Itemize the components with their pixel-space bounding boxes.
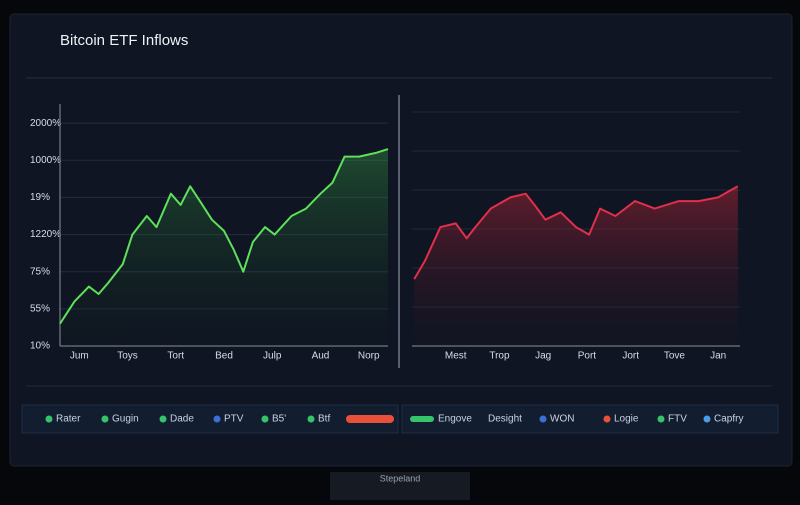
- legend-panel: [21, 404, 399, 434]
- x-tick-label: Port: [578, 351, 597, 362]
- line-area: [414, 186, 738, 346]
- legend-swatch: [261, 415, 269, 423]
- legend-label: WON: [550, 414, 574, 425]
- legend-swatch: [101, 415, 109, 423]
- legend-label: Logie: [614, 414, 639, 425]
- x-tick-label: Jag: [535, 351, 551, 362]
- legend-label: Rater: [56, 414, 81, 425]
- legend-swatch: [45, 415, 53, 423]
- legend-label: PTV: [224, 414, 244, 425]
- y-tick-label: 2000%: [30, 118, 61, 129]
- x-tick-label: Tove: [664, 351, 686, 362]
- x-tick-label: Aud: [312, 351, 330, 362]
- legend-swatch: [159, 415, 167, 423]
- brand: Stepeland: [380, 473, 421, 483]
- legend-swatch: [307, 415, 315, 423]
- legend-swatch: [603, 415, 611, 423]
- legend-panel: [401, 404, 779, 434]
- x-tick-label: Tort: [167, 351, 184, 362]
- monitor-stand: [330, 472, 470, 500]
- legend-swatch: [703, 415, 711, 423]
- display: [9, 13, 793, 467]
- x-tick-label: Jort: [622, 351, 639, 362]
- x-tick-label: Jum: [70, 351, 89, 362]
- legend-label: Capfry: [714, 414, 743, 425]
- legend-swatch: [346, 415, 394, 423]
- legend-label: Gugin: [112, 414, 139, 425]
- legend-label: FTV: [668, 414, 687, 425]
- legend-swatch: [410, 416, 434, 422]
- x-tick-label: Bed: [215, 351, 233, 362]
- legend-swatch: [657, 415, 665, 423]
- x-tick-label: Trop: [489, 351, 510, 362]
- x-tick-label: Jan: [710, 351, 726, 362]
- legend-label: Btf: [318, 414, 330, 425]
- x-tick-label: Toys: [117, 351, 138, 362]
- x-tick-label: Mest: [445, 351, 467, 362]
- line: [59, 148, 389, 325]
- legend-swatch: [213, 415, 221, 423]
- x-tick-label: Julp: [263, 351, 282, 362]
- legend-label: Desight: [488, 414, 522, 425]
- legend-label: Engove: [438, 414, 472, 425]
- y-tick-label: 19%: [30, 192, 50, 203]
- legend-label: Dade: [170, 414, 194, 425]
- line: [413, 185, 739, 280]
- y-tick-label: 55%: [30, 303, 50, 314]
- y-tick-label: 10%: [30, 341, 50, 352]
- legend-label: B5': [272, 414, 286, 425]
- x-tick-label: Norp: [358, 351, 380, 362]
- chart-title: Bitcoin ETF Inflows: [60, 32, 188, 49]
- legend-swatch: [539, 415, 547, 423]
- y-tick-label: 1220%: [30, 229, 61, 240]
- y-tick-label: 75%: [30, 266, 50, 277]
- line-area: [60, 149, 388, 346]
- y-tick-label: 1000%: [30, 155, 61, 166]
